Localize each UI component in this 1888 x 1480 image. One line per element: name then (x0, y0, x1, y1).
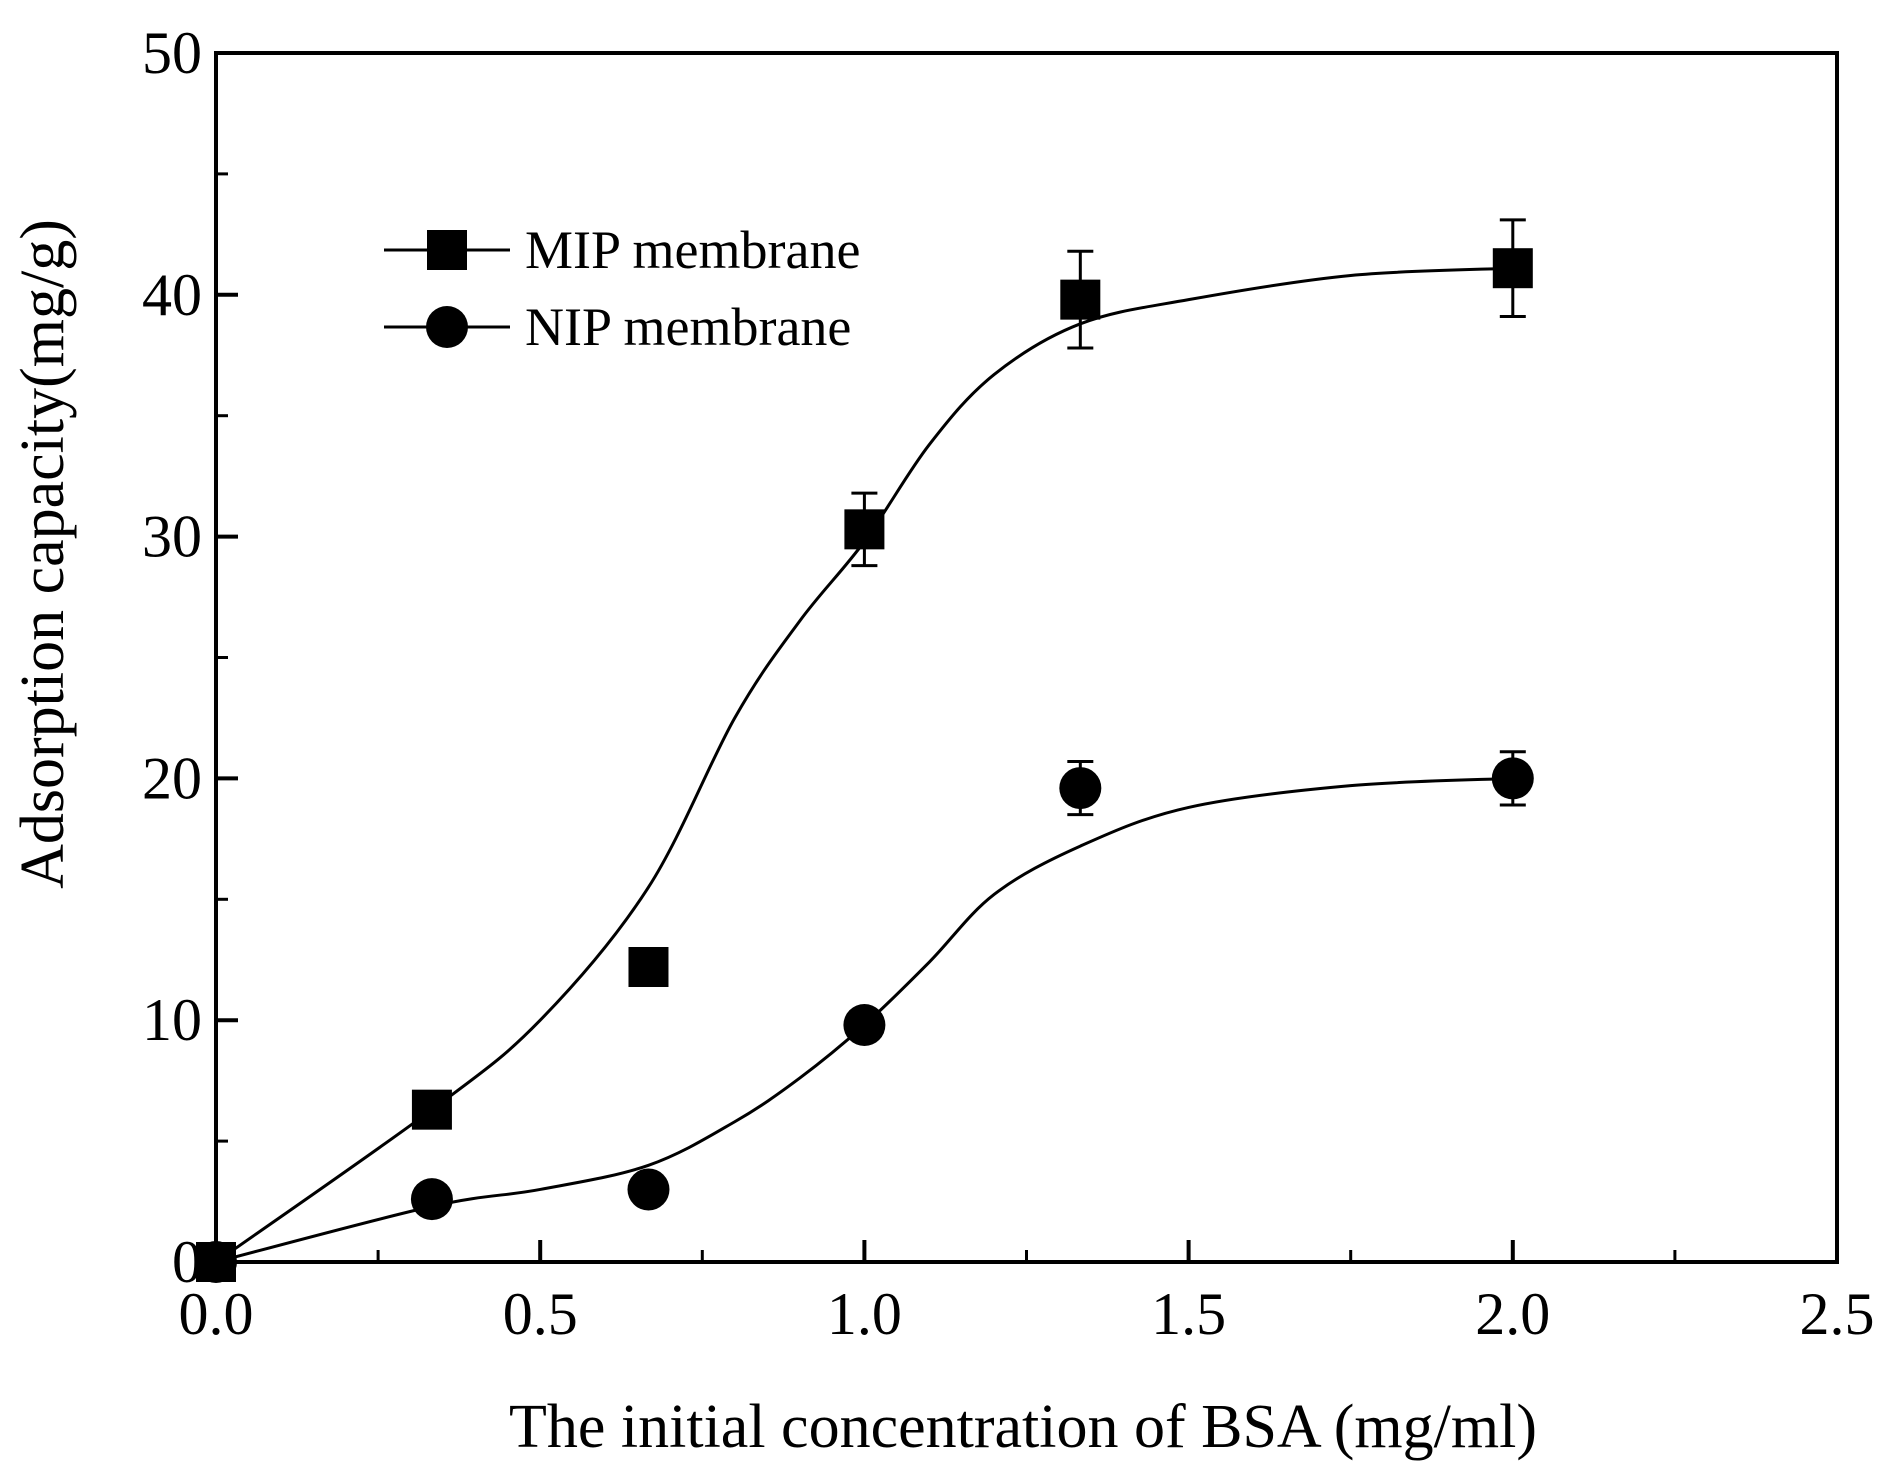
nip-membrane-point (410, 1178, 453, 1221)
y-tick-label: 10 (142, 987, 202, 1053)
x-tick-label: 0.0 (179, 1281, 254, 1347)
y-tick-label: 30 (142, 504, 202, 570)
y-axis-ticks: 0 10 20 30 40 50 (142, 20, 238, 1295)
y-tick-label: 50 (142, 20, 202, 86)
mip-membrane-point (844, 509, 885, 550)
nip-membrane-point (1491, 757, 1534, 800)
x-axis-ticks: 0.0 0.5 1.0 1.5 2.0 2.5 (179, 1240, 1875, 1347)
nip-membrane-legend-marker (426, 306, 468, 348)
mip-membrane-legend-label: MIP membrane (525, 220, 860, 280)
y-tick-label: 40 (142, 262, 202, 328)
mip-membrane-point (411, 1089, 452, 1130)
y-tick-label: 20 (142, 745, 202, 811)
legend: MIP membrane NIP membrane (384, 220, 860, 357)
data-markers (195, 248, 1534, 1283)
x-tick-label: 2.5 (1800, 1281, 1875, 1347)
mip-membrane-point (1060, 279, 1101, 320)
mip-membrane-fit-line (215, 266, 1513, 1264)
nip-membrane-legend-label: NIP membrane (525, 297, 851, 357)
x-axis-title: The initial concentration of BSA (mg/ml) (509, 1393, 1537, 1461)
nip-membrane-point (1059, 767, 1102, 810)
y-tick-label: 0 (172, 1229, 202, 1295)
nip-membrane-point (627, 1168, 670, 1211)
mip-membrane-legend-marker (427, 230, 467, 270)
x-tick-label: 1.5 (1151, 1281, 1226, 1347)
fit-curves (215, 266, 1513, 1264)
error-bars (851, 218, 1526, 817)
x-tick-label: 2.0 (1475, 1281, 1550, 1347)
nip-membrane-point (843, 1004, 886, 1047)
x-tick-label: 1.0 (827, 1281, 902, 1347)
mip-membrane-point (1492, 248, 1533, 289)
mip-membrane-point (628, 947, 669, 988)
x-tick-label: 0.5 (503, 1281, 578, 1347)
y-axis-title: Adsorption capacity(mg/g) (9, 219, 77, 889)
